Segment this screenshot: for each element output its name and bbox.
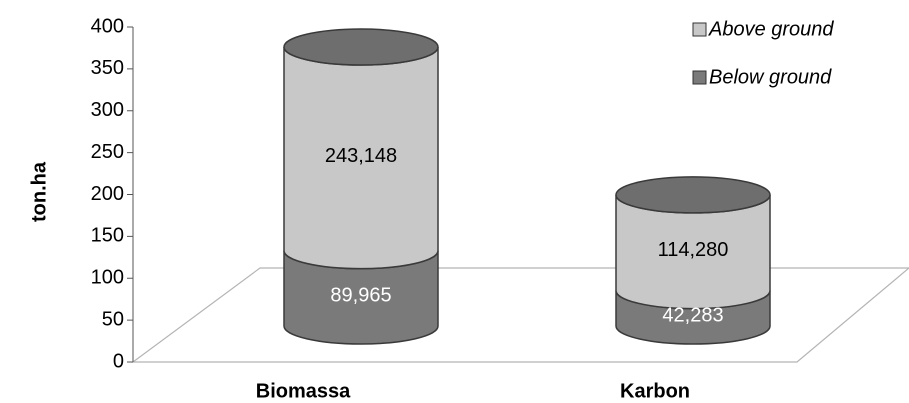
chart-floor — [131, 267, 909, 363]
y-tick-label: 350 — [91, 57, 124, 79]
data-label-above-ground: 114,280 — [658, 239, 729, 261]
y-tick-label: 300 — [91, 99, 124, 121]
legend-swatch — [692, 22, 707, 37]
data-label-below-ground: 42,283 — [662, 305, 723, 327]
legend: Above ground Below ground — [692, 18, 834, 88]
y-tick-label: 250 — [91, 141, 124, 163]
floor-plane — [131, 267, 909, 363]
data-label-below-ground: 89,965 — [330, 285, 391, 307]
x-axis-labels: Biomassa Karbon — [256, 380, 690, 402]
y-axis-title: ton.ha — [28, 161, 50, 222]
legend-label: Above ground — [708, 18, 834, 40]
cylinder-biomassa: 89,965 243,148 — [283, 28, 439, 345]
y-tick-label: 200 — [91, 183, 124, 205]
y-axis: 0 50 100 150 200 250 300 350 400 — [91, 15, 134, 372]
legend-swatch — [692, 70, 707, 85]
bar-top-cap — [283, 28, 439, 66]
bar-top-cap — [615, 176, 771, 214]
y-tick-label: 400 — [91, 15, 124, 37]
y-tick-label: 100 — [91, 267, 124, 289]
y-tick-label: 150 — [91, 225, 124, 247]
cylinder-karbon: 42,283 114,280 — [615, 176, 771, 345]
x-tick-label: Karbon — [620, 380, 690, 402]
legend-label: Below ground — [709, 66, 832, 88]
y-tick-label: 0 — [113, 350, 124, 372]
bars: 89,965 243,148 42,283 114,280 — [283, 28, 771, 345]
data-label-above-ground: 243,148 — [325, 145, 397, 167]
x-tick-label: Biomassa — [256, 380, 351, 402]
y-tick-label: 50 — [102, 308, 124, 330]
